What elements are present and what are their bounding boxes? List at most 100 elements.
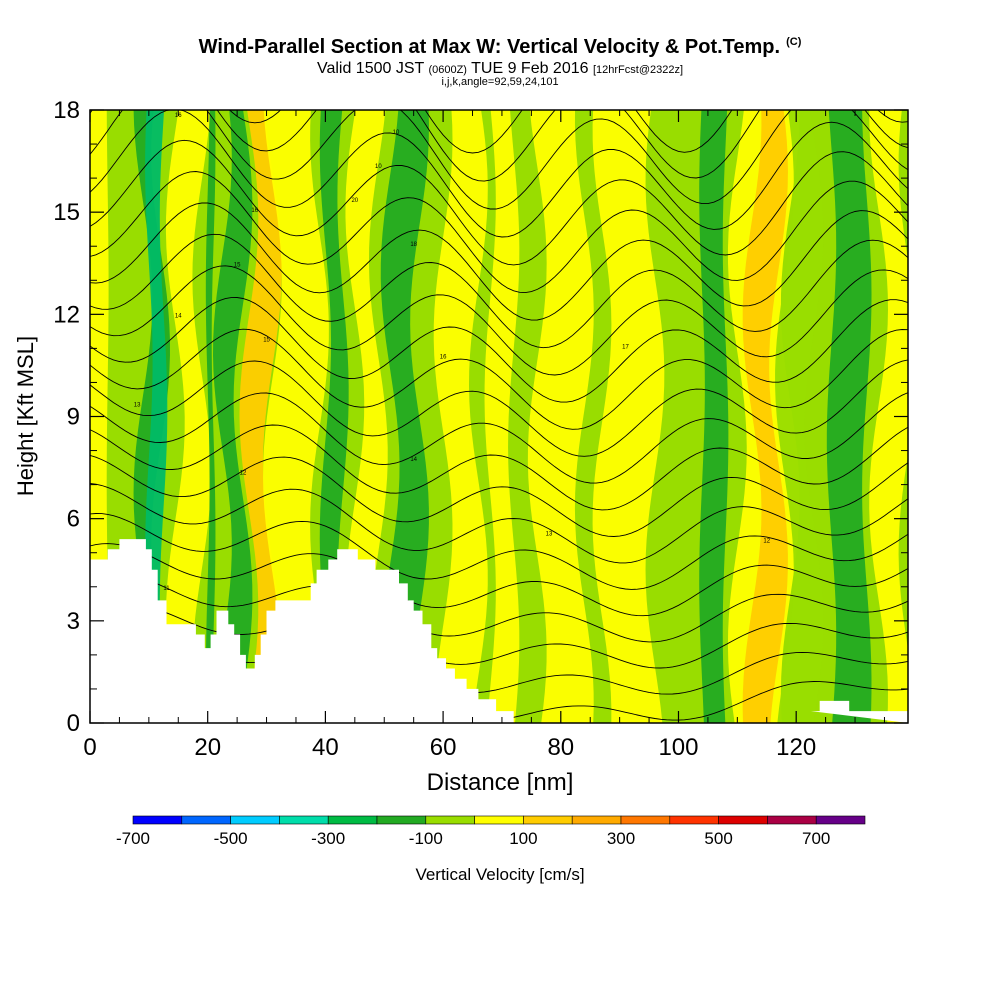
plot-area: 1616151415131211101020181614131217 [90,110,908,723]
y-tick-label: 18 [53,97,80,124]
contour-label: 13 [134,402,141,408]
indices-line: i,j,k,angle=92,59,24,101 [441,76,559,88]
title-tag: (C) [786,36,802,49]
colorbar-swatch [230,815,280,825]
y-tick-label: 3 [67,608,80,635]
colorbar-label: -300 [311,829,345,848]
colorbar-swatch [279,815,329,825]
colorbar-swatch [474,815,524,825]
contour-label: 11 [163,586,170,592]
colorbar-swatch [181,815,231,825]
terrain-right [810,700,908,723]
colorbar-label: 300 [607,829,635,848]
velocity-band [742,110,788,723]
colorbar-swatch [425,815,475,825]
contour-label: 17 [622,344,629,350]
y-tick-label: 0 [67,710,80,737]
colorbar-label: 500 [704,829,732,848]
contour-label: 14 [175,314,182,320]
theta-contour [90,483,908,564]
theta-contour [90,233,908,349]
theta-contour [90,392,908,484]
theta-contour [90,202,908,321]
velocity-band [213,110,253,723]
theta-contour [90,139,908,266]
colorbar-label: -100 [409,829,443,848]
velocity-band [699,110,729,723]
velocity-band [826,110,872,723]
chart-title: Wind-Parallel Section at Max W: Vertical… [0,36,1000,59]
theta-contour [90,513,908,590]
axes: 0 20 40 60 80 100 120 0 3 6 9 12 15 18 [53,97,908,761]
valid-fcst: [12hrFcst@2322z] [592,64,684,76]
colorbar-swatch [132,815,183,825]
colorbar-swatch [571,815,622,825]
x-tick-label: 80 [547,734,574,761]
contour-label: 15 [234,263,241,269]
y-tick-label: 15 [53,199,80,226]
colorbar-swatch [669,815,719,825]
y-tick-label: 9 [67,404,80,431]
x-tick-label: 100 [658,734,698,761]
theta-contour [90,171,908,294]
contour-label: 10 [375,164,382,170]
contour-label: 14 [410,457,417,463]
velocity-band [433,110,488,723]
velocity-band [775,110,824,723]
colorbar-label: 700 [802,829,830,848]
velocity-band [484,110,520,723]
colorbar-swatch [327,815,378,825]
theta-contour [90,454,908,537]
valid-z: (0600Z) [428,64,467,76]
x-tick-label: 20 [194,734,221,761]
velocity-band [527,110,594,723]
colorbar: -700 -500 -300 -100 100 300 500 700 [116,815,866,848]
y-axis-label: Height [Kft MSL] [13,336,38,496]
colorbar-label: -500 [214,829,248,848]
theta-contour [90,265,908,376]
contour-label: 20 [351,198,358,204]
valid-date: TUE 9 Feb 2016 [471,60,589,77]
colorbar-swatch [523,815,573,825]
colorbar-label: -700 [116,829,150,848]
contour-label: 13 [546,532,553,538]
x-tick-label: 60 [430,734,457,761]
colorbar-title: Vertical Velocity [cm/s] [415,865,584,884]
terrain [90,539,908,723]
colorbar-swatch [815,815,866,825]
velocity-band [319,110,349,723]
theta-contour [90,328,908,430]
velocity-band [239,110,282,723]
contour-label: 15 [263,338,270,344]
velocity-band [592,110,665,723]
theta-contour [90,110,908,238]
contour-label: 12 [240,470,247,476]
theta-contour [90,573,908,643]
contour-label: 12 [763,539,770,545]
contour-label: 16 [440,355,447,361]
contour-label: 18 [410,242,417,248]
theta-contour [90,297,908,403]
contour-label: 10 [393,130,400,136]
colorbar-swatch [767,815,817,825]
theta-contour [90,359,908,457]
velocity-band [205,110,216,723]
theta-contour [90,110,908,210]
x-tick-label: 40 [312,734,339,761]
velocity-band [263,110,329,723]
theta-contour [90,110,908,182]
velocity-band [869,110,908,723]
colorbar-swatch [620,815,671,825]
y-tick-label: 6 [67,506,80,533]
theta-contour [90,543,908,617]
velocity-band [380,110,429,723]
theta-contour [229,110,908,154]
valid-prefix: Valid 1500 JST [316,60,424,77]
title-text: Wind-Parallel Section at Max W: Vertical… [198,36,781,58]
x-tick-label: 0 [83,734,96,761]
contour-label: 16 [251,208,258,214]
colorbar-swatch [376,815,427,825]
valid-time-line: Valid 1500 JST (0600Z) TUE 9 Feb 2016 [1… [0,60,1000,78]
colorbar-swatch [718,815,768,825]
